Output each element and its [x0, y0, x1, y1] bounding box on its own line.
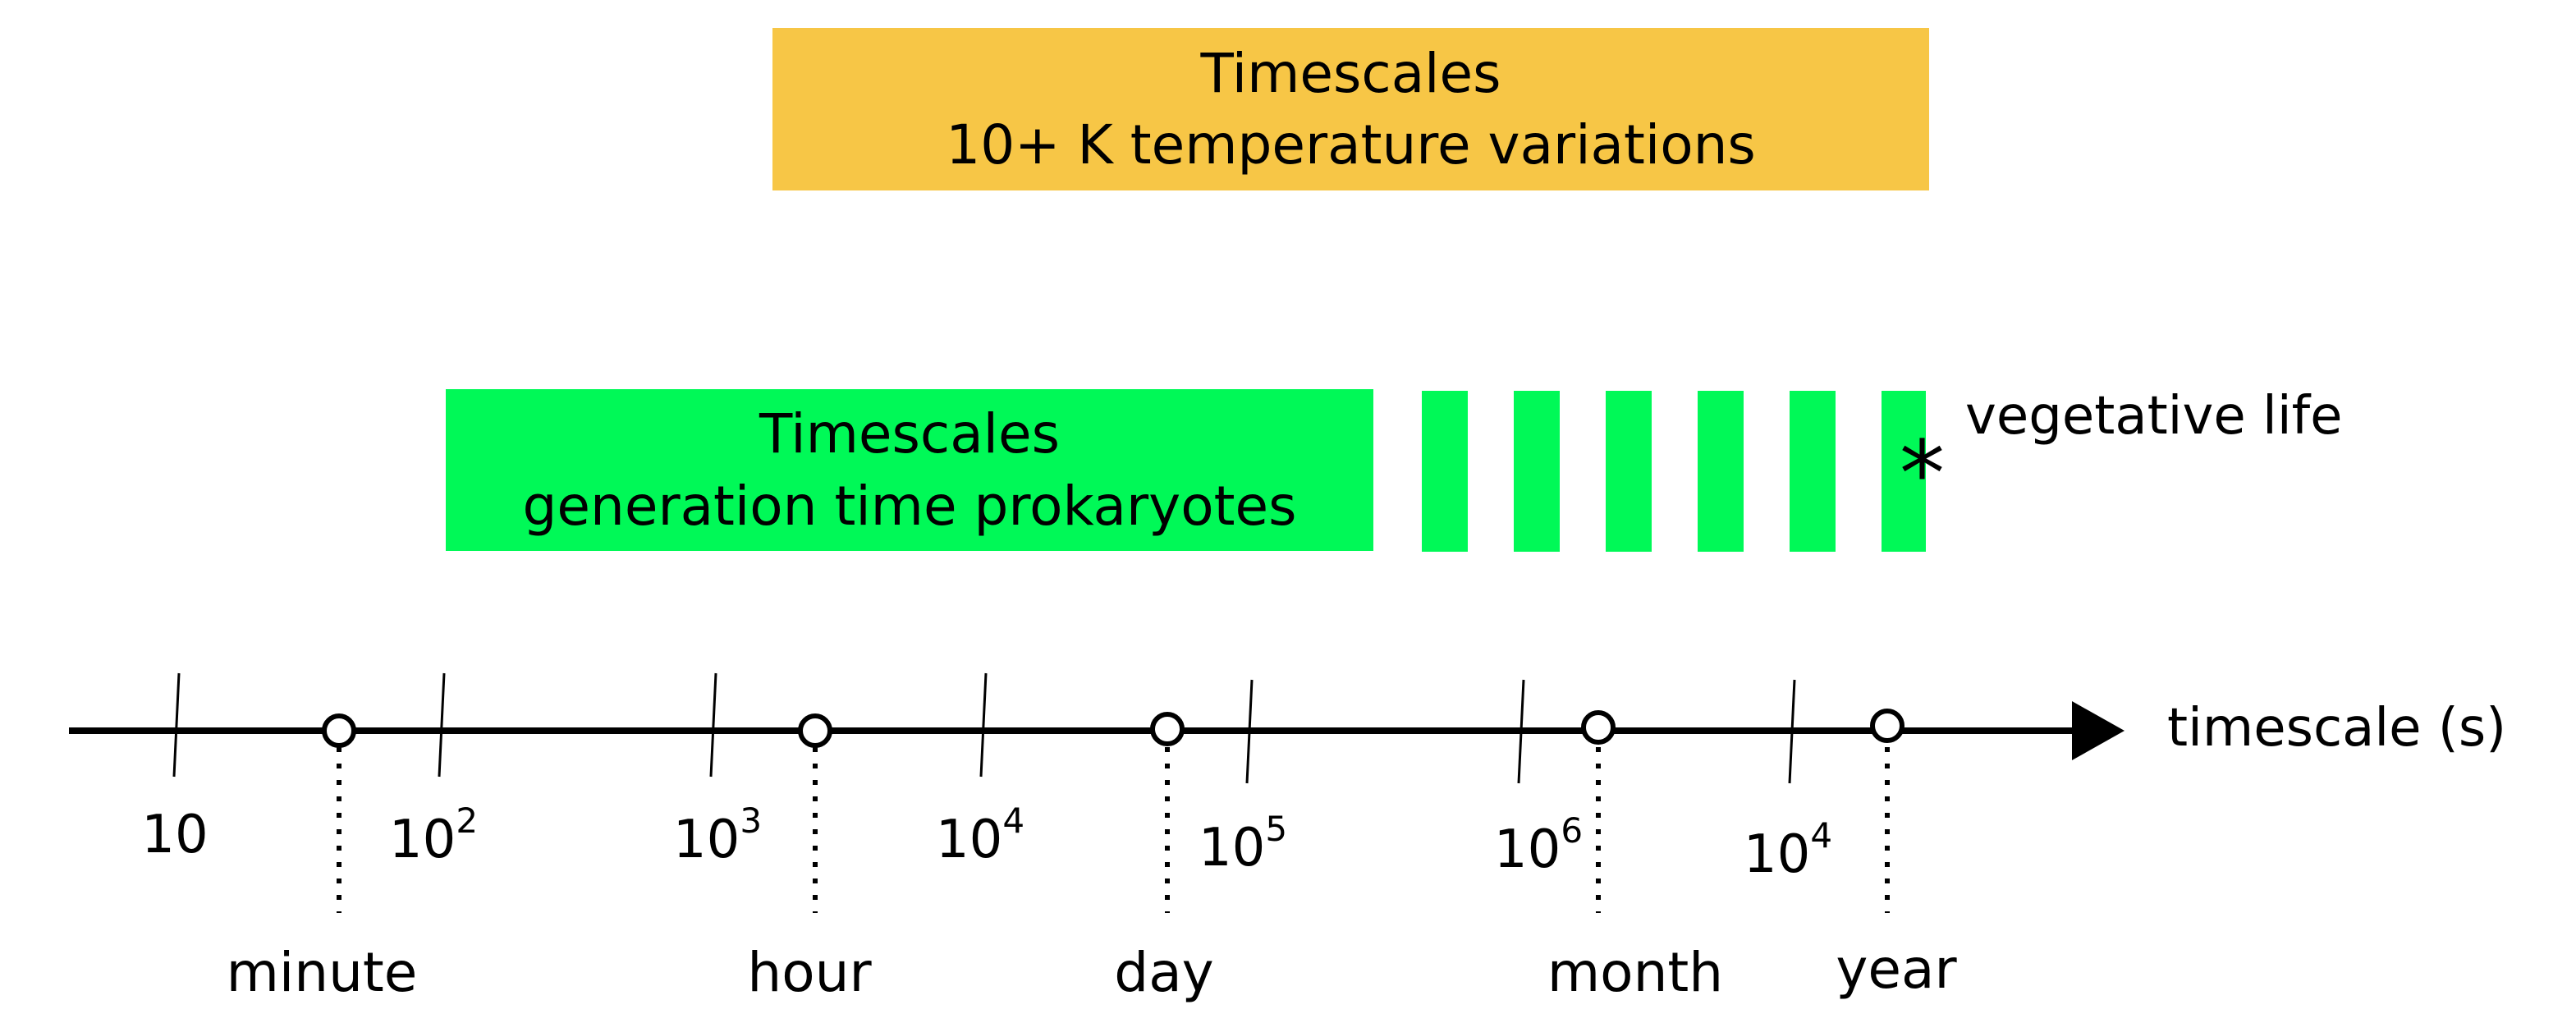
tick-base: 10 — [1743, 824, 1811, 885]
axis-tick — [709, 672, 717, 778]
marker-label-minute: minute — [226, 941, 418, 1004]
tick-exponent: 4 — [1810, 815, 1833, 856]
temperature-variations-box: Timescales 10+ K temperature variations — [772, 28, 1929, 190]
axis-tick — [979, 672, 988, 778]
tick-base: 10 — [141, 805, 209, 865]
temperature-box-title: Timescales — [1200, 41, 1501, 105]
axis-arrowhead — [2072, 701, 2125, 760]
tick-label: 104 — [1743, 819, 1832, 886]
marker-label-year: year — [1836, 938, 1957, 1001]
axis-tick — [1788, 679, 1796, 784]
extension-stripe — [1790, 391, 1836, 552]
tick-label: 104 — [935, 804, 1024, 871]
tick-base: 10 — [388, 810, 456, 870]
axis-tick — [172, 672, 181, 778]
tick-exponent: 2 — [456, 801, 479, 841]
axis-tick — [1245, 679, 1254, 784]
tick-label: 103 — [672, 804, 762, 871]
marker-label-hour: hour — [747, 941, 872, 1004]
tick-label: 102 — [388, 804, 478, 871]
temperature-box-subtitle: 10+ K temperature variations — [946, 113, 1756, 177]
asterisk-marker: * — [1900, 421, 1945, 526]
tick-exponent: 3 — [740, 801, 763, 841]
tick-base: 10 — [1198, 818, 1266, 878]
tick-exponent: 6 — [1561, 810, 1584, 851]
marker-circle — [798, 713, 832, 748]
tick-exponent: 5 — [1265, 809, 1288, 849]
generation-box-subtitle: generation time prokaryotes — [522, 474, 1297, 538]
marker-circle — [322, 713, 356, 748]
marker-circle — [1870, 709, 1904, 743]
tick-base: 10 — [1493, 819, 1561, 880]
marker-label-day: day — [1114, 941, 1214, 1004]
extension-stripe — [1606, 391, 1652, 552]
tick-label: 106 — [1493, 814, 1583, 881]
generation-time-box: Timescales generation time prokaryotes — [446, 389, 1373, 551]
axis-tick — [1517, 679, 1525, 784]
marker-circle — [1581, 710, 1616, 745]
generation-box-title: Timescales — [759, 402, 1060, 466]
extension-stripe — [1882, 391, 1926, 552]
tick-base: 10 — [935, 810, 1003, 870]
tick-label: 10 — [141, 805, 208, 865]
marker-label-month: month — [1547, 941, 1724, 1004]
extension-stripe — [1698, 391, 1744, 552]
axis-tick — [438, 672, 446, 778]
marker-circle — [1150, 712, 1185, 746]
axis-label: timescale (s) — [2167, 698, 2507, 759]
tick-label: 105 — [1198, 812, 1287, 879]
extension-stripe — [1422, 391, 1468, 552]
vegetative-life-label: vegetative life — [1965, 386, 2343, 447]
tick-base: 10 — [672, 810, 740, 870]
extension-stripe — [1514, 391, 1560, 552]
tick-exponent: 4 — [1002, 801, 1025, 841]
